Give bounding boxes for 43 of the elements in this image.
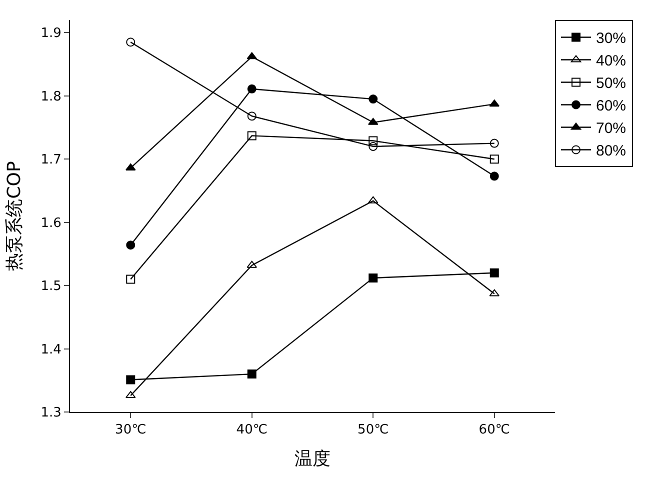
y-tick-label: 1.8 bbox=[40, 89, 62, 104]
legend-label: 60% bbox=[596, 98, 626, 115]
x-tick-label: 60℃ bbox=[478, 422, 510, 438]
point bbox=[368, 118, 378, 125]
legend-label: 30% bbox=[596, 30, 626, 48]
point bbox=[368, 136, 378, 146]
point bbox=[126, 391, 136, 398]
y-tick-label: 1.7 bbox=[40, 152, 62, 168]
y-tick-label: 1.6 bbox=[40, 216, 62, 231]
y-tick-label: 1.4 bbox=[40, 342, 62, 358]
legend-label: 70% bbox=[596, 120, 626, 138]
x-tick-label: 40℃ bbox=[236, 422, 268, 438]
point bbox=[490, 172, 499, 181]
legend-label: 50% bbox=[596, 75, 626, 92]
point bbox=[490, 154, 499, 164]
legend-label: 40% bbox=[596, 52, 626, 70]
legend-label: 80% bbox=[596, 142, 626, 160]
point bbox=[489, 100, 500, 107]
point bbox=[368, 94, 378, 104]
point bbox=[126, 240, 136, 250]
point bbox=[126, 38, 136, 47]
point bbox=[368, 196, 378, 204]
x-tick-label: 30℃ bbox=[115, 422, 146, 438]
x-axis-title: 温度 bbox=[294, 448, 330, 470]
point bbox=[489, 289, 500, 296]
point bbox=[247, 131, 256, 140]
point bbox=[368, 142, 378, 151]
point bbox=[126, 375, 136, 384]
y-axis-title: 热泵系统COP bbox=[4, 161, 25, 271]
point bbox=[368, 273, 378, 282]
y-tick-label: 1.9 bbox=[40, 26, 62, 42]
point bbox=[246, 260, 257, 268]
point bbox=[126, 163, 136, 170]
point bbox=[247, 112, 256, 121]
x-tick-label: 50℃ bbox=[358, 422, 389, 438]
point bbox=[247, 84, 256, 94]
point bbox=[126, 274, 136, 284]
y-tick-label: 1.3 bbox=[40, 406, 62, 421]
point bbox=[490, 268, 499, 278]
point bbox=[247, 370, 256, 379]
point bbox=[490, 138, 499, 148]
y-tick-label: 1.5 bbox=[40, 279, 62, 294]
point bbox=[246, 52, 257, 60]
